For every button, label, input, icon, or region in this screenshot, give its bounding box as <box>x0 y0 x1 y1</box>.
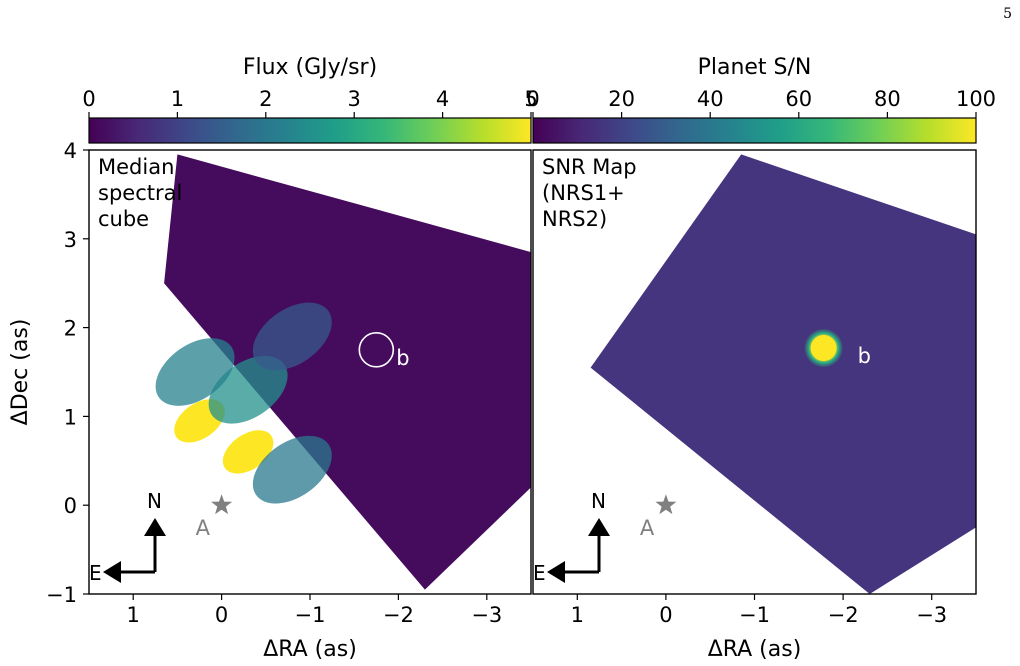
compass-north-arrow <box>144 518 166 536</box>
panel-label-line: (NRS1+ <box>542 181 625 205</box>
colorbar-tick-label: 1 <box>171 87 184 111</box>
x-tick-label: 1 <box>571 603 584 627</box>
planet-peak <box>810 335 837 362</box>
x-tick-label: 0 <box>215 603 228 627</box>
x-tick-label: 0 <box>659 603 672 627</box>
panel-label-line: NRS2) <box>542 207 607 231</box>
x-tick-label: −3 <box>916 603 947 627</box>
colorbar-tick-label: 20 <box>608 87 635 111</box>
compass: NE <box>533 489 610 585</box>
colorbar <box>532 117 977 144</box>
x-tick-label: −2 <box>383 603 414 627</box>
y-tick-label: 0 <box>64 494 77 518</box>
emission-blob <box>252 435 332 504</box>
page-number: 5 <box>1003 6 1012 22</box>
panel-label-line: Median <box>98 155 174 179</box>
star-marker <box>211 494 233 515</box>
star-marker <box>655 494 677 515</box>
compass-north-label: N <box>147 489 162 513</box>
colorbar-label: Flux (GJy/sr) <box>243 55 377 80</box>
field-of-view <box>590 154 976 594</box>
x-tick-label: −3 <box>471 603 502 627</box>
colorbar-tick-label: 4 <box>436 87 449 111</box>
colorbar-tick-label: 0 <box>526 87 539 111</box>
compass-east-label: E <box>533 561 546 585</box>
x-tick-label: 1 <box>127 603 140 627</box>
planet-circle <box>358 331 395 368</box>
panel-label-line: SNR Map <box>542 155 637 179</box>
y-tick-label: 3 <box>64 228 77 252</box>
emission-blob <box>252 302 332 371</box>
compass-north-label: N <box>591 489 606 513</box>
planet-label: b <box>396 346 409 370</box>
compass-east-arrow <box>547 561 565 583</box>
y-tick-label: 2 <box>64 317 77 341</box>
planet-label: b <box>858 344 871 368</box>
y-tick-label: 4 <box>64 139 77 163</box>
y-tick-label: −1 <box>46 583 77 607</box>
star-label: A <box>196 516 211 540</box>
x-tick-label: −1 <box>295 603 326 627</box>
compass-east-arrow <box>103 561 121 583</box>
panel-label-line: spectral <box>98 181 182 205</box>
x-axis-label: ΔRA (as) <box>263 637 357 662</box>
colorbar-tick-label: 80 <box>874 87 901 111</box>
x-axis-label: ΔRA (as) <box>708 637 802 662</box>
colorbar-tick-label: 40 <box>697 87 724 111</box>
colorbar-tick-label: 3 <box>348 87 361 111</box>
y-axis-label: ΔDec (as) <box>8 319 33 426</box>
x-tick-label: −1 <box>739 603 770 627</box>
star-label: A <box>640 516 655 540</box>
compass: NE <box>89 489 166 585</box>
colorbar-tick-label: 60 <box>785 87 812 111</box>
colorbar-label: Planet S/N <box>698 55 812 80</box>
y-tick-label: 1 <box>64 405 77 429</box>
compass-east-label: E <box>89 561 102 585</box>
x-tick-label: −2 <box>828 603 859 627</box>
colorbar-tick-label: 100 <box>956 87 996 111</box>
colorbar-tick-label: 0 <box>82 87 95 111</box>
field-of-view <box>164 154 531 590</box>
colorbar-tick-label: 2 <box>259 87 272 111</box>
panel-label-line: cube <box>98 207 149 231</box>
emission-blob <box>155 338 235 406</box>
compass-north-arrow <box>588 518 610 536</box>
colorbar <box>88 117 532 144</box>
colorbar-tick-label: 5 <box>524 87 537 111</box>
